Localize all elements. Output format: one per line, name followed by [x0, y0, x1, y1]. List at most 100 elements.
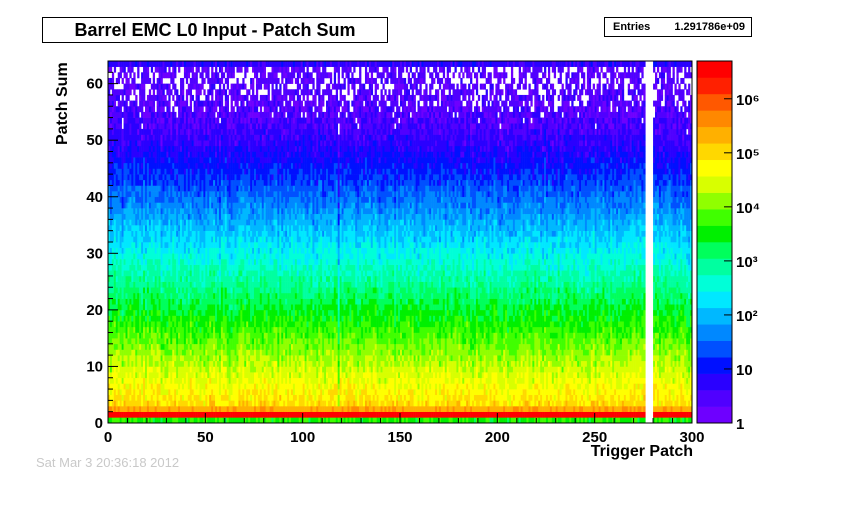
heatmap-cell: [203, 389, 205, 395]
heatmap-cell: [207, 248, 209, 254]
heatmap-cell: [221, 248, 223, 254]
heatmap-cell: [198, 242, 200, 248]
heatmap-cell: [163, 310, 165, 316]
heatmap-cell: [166, 253, 168, 259]
heatmap-cell: [236, 265, 238, 271]
heatmap-cell: [219, 327, 221, 333]
heatmap-cell: [194, 185, 196, 191]
heatmap-cell: [256, 355, 258, 361]
heatmap-cell: [223, 135, 225, 141]
heatmap-cell: [262, 270, 264, 276]
heatmap-cell: [260, 293, 262, 299]
heatmap-cell: [157, 236, 159, 242]
heatmap-cell: [199, 157, 201, 163]
heatmap-cell: [147, 299, 149, 305]
heatmap-cell: [153, 95, 155, 101]
heatmap-cell: [246, 185, 248, 191]
heatmap-cell: [219, 282, 221, 288]
heatmap-cell: [260, 242, 262, 248]
heatmap-cell: [184, 72, 186, 78]
heatmap-cell: [151, 417, 153, 423]
heatmap-cell: [262, 146, 264, 152]
heatmap-cell: [182, 412, 184, 418]
heatmap-cell: [248, 174, 250, 180]
heatmap-cell: [135, 174, 137, 180]
heatmap-cell: [112, 253, 114, 259]
heatmap-cell: [168, 327, 170, 333]
heatmap-cell: [207, 72, 209, 78]
heatmap-cell: [114, 265, 116, 271]
heatmap-cell: [168, 299, 170, 305]
heatmap-cell: [194, 372, 196, 378]
heatmap-cell: [264, 276, 266, 282]
heatmap-cell: [238, 406, 240, 412]
heatmap-cell: [254, 270, 256, 276]
heatmap-cell: [188, 140, 190, 146]
heatmap-cell: [143, 338, 145, 344]
heatmap-cell: [211, 406, 213, 412]
heatmap-cell: [174, 327, 176, 333]
heatmap-cell: [264, 174, 266, 180]
heatmap-cell: [240, 242, 242, 248]
heatmap-cell: [186, 123, 188, 129]
heatmap-cell: [174, 197, 176, 203]
heatmap-cell: [176, 89, 178, 95]
heatmap-cell: [238, 163, 240, 169]
heatmap-cell: [110, 152, 112, 158]
heatmap-cell: [133, 135, 135, 141]
heatmap-cell: [194, 355, 196, 361]
heatmap-cell: [127, 259, 129, 265]
heatmap-cell: [124, 208, 126, 214]
heatmap-cell: [180, 395, 182, 401]
heatmap-cell: [143, 276, 145, 282]
heatmap-cell: [207, 157, 209, 163]
heatmap-cell: [116, 95, 118, 101]
heatmap-cell: [246, 321, 248, 327]
heatmap-cell: [223, 231, 225, 237]
heatmap-cell: [176, 412, 178, 418]
heatmap-cell: [246, 412, 248, 418]
heatmap-cell: [194, 310, 196, 316]
heatmap-cell: [248, 248, 250, 254]
heatmap-cell: [172, 299, 174, 305]
heatmap-cell: [213, 253, 215, 259]
heatmap-cell: [141, 163, 143, 169]
heatmap-cell: [131, 157, 133, 163]
heatmap-cell: [252, 129, 254, 135]
heatmap-cell: [227, 140, 229, 146]
heatmap-cell: [240, 282, 242, 288]
heatmap-cell: [190, 140, 192, 146]
heatmap-cell: [238, 112, 240, 118]
heatmap-cell: [135, 152, 137, 158]
heatmap-cell: [118, 152, 120, 158]
heatmap-cell: [198, 378, 200, 384]
heatmap-cell: [161, 338, 163, 344]
heatmap-cell: [262, 299, 264, 305]
heatmap-cell: [229, 67, 231, 73]
heatmap-cell: [174, 67, 176, 73]
heatmap-cell: [163, 333, 165, 339]
heatmap-cell: [163, 327, 165, 333]
heatmap-cell: [229, 259, 231, 265]
heatmap-cell: [118, 304, 120, 310]
heatmap-cell: [236, 61, 238, 67]
heatmap-cell: [194, 84, 196, 90]
heatmap-cell: [213, 316, 215, 322]
heatmap-cell: [235, 372, 237, 378]
heatmap-cell: [166, 84, 168, 90]
heatmap-cell: [227, 112, 229, 118]
heatmap-cell: [238, 89, 240, 95]
heatmap-cell: [112, 361, 114, 367]
heatmap-cell: [196, 89, 198, 95]
heatmap-cell: [170, 265, 172, 271]
heatmap-cell: [127, 293, 129, 299]
heatmap-cell: [135, 180, 137, 186]
heatmap-cell: [176, 316, 178, 322]
heatmap-cell: [172, 412, 174, 418]
heatmap-cell: [244, 67, 246, 73]
heatmap-cell: [151, 185, 153, 191]
heatmap-cell: [196, 304, 198, 310]
heatmap-cell: [116, 293, 118, 299]
heatmap-cell: [203, 89, 205, 95]
heatmap-cell: [122, 327, 124, 333]
